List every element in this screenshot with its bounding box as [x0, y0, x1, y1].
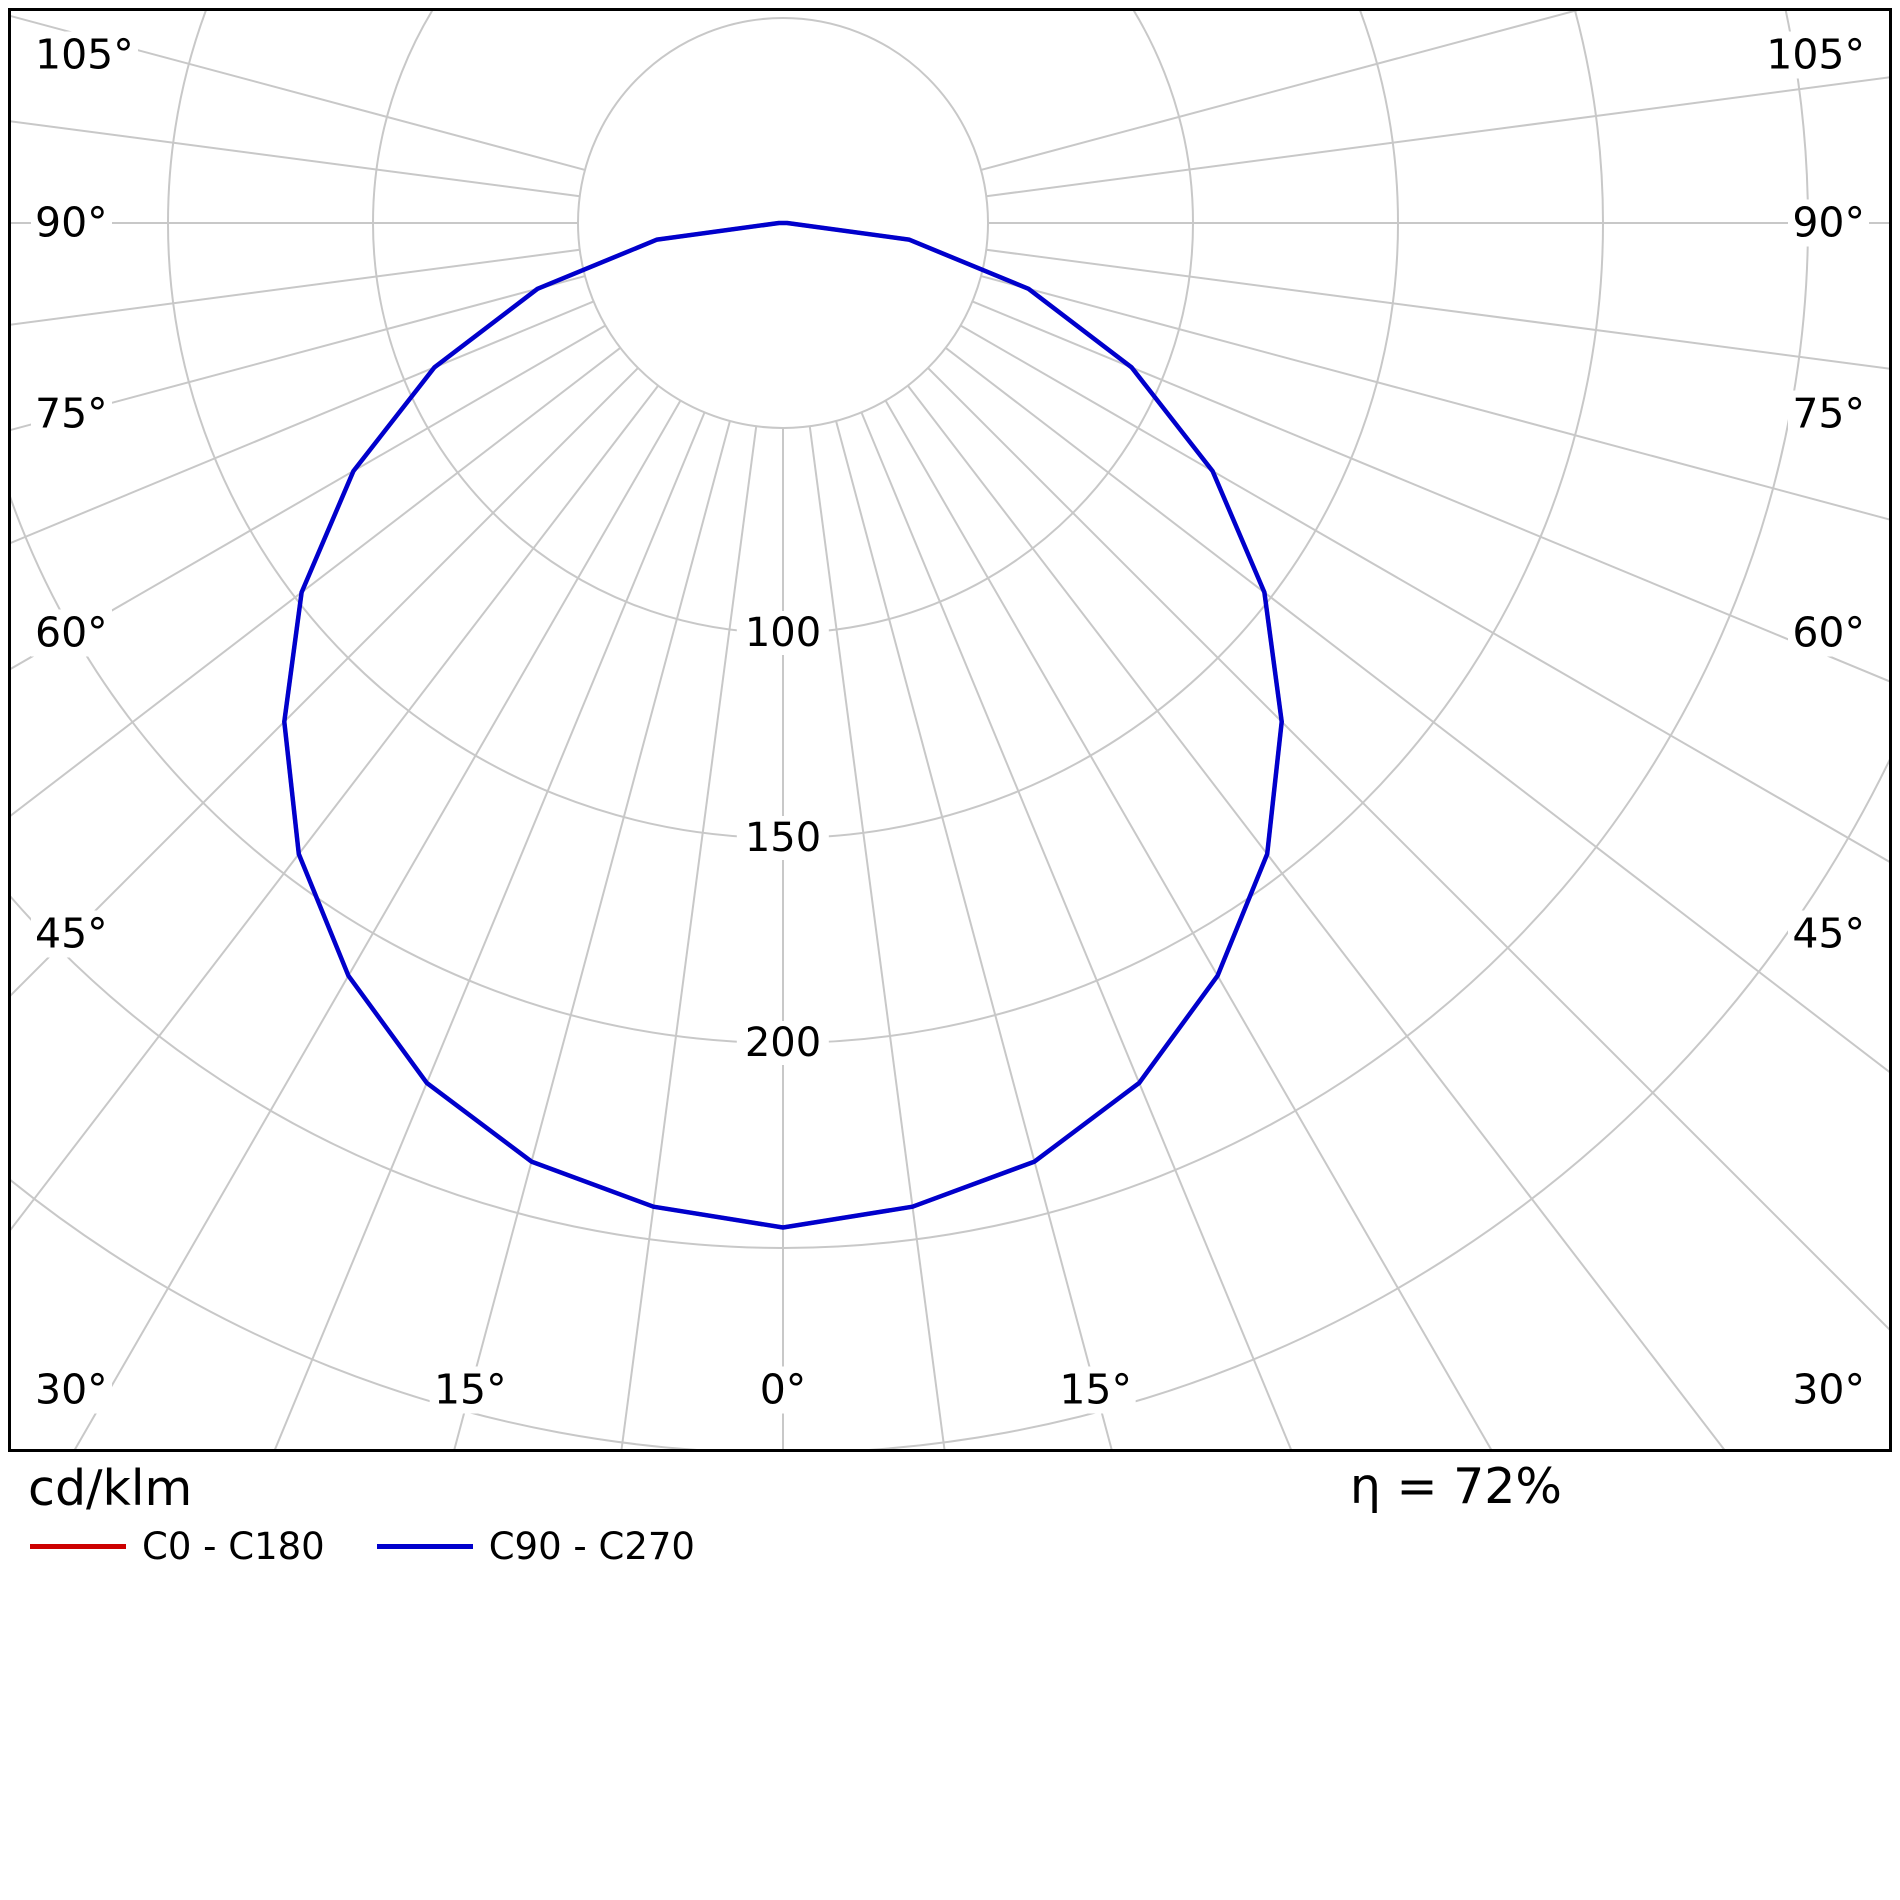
legend-label: C90 - C270 [488, 1525, 695, 1568]
grid-radial-line [945, 347, 1889, 1073]
grid-radial-line [11, 324, 606, 670]
legend-label: C0 - C180 [142, 1525, 325, 1568]
polar-grid-canvas [11, 11, 1889, 1449]
grid-radial-line [986, 248, 1889, 370]
grid-radial-line [11, 367, 639, 997]
series-curve-c90-c270 [282, 220, 1284, 1230]
grid-radial-line [11, 120, 580, 198]
legend-swatch [376, 1544, 473, 1549]
efficiency-label: η = 72% [1349, 1458, 1562, 1515]
legend: C0 - C180 C90 - C270 [30, 1528, 695, 1565]
units-label: cd/klm [28, 1460, 193, 1517]
grid-radial-line [620, 426, 758, 1449]
grid-radial-line [11, 300, 594, 544]
grid-radial-line [808, 426, 946, 1449]
grid-radial-line [884, 400, 1492, 1449]
grid-radial-line [986, 76, 1889, 198]
grid-radial-line [980, 11, 1579, 171]
grid-radial-line [11, 15, 586, 171]
legend-item: C90 - C270 [376, 1525, 695, 1568]
grid-radial-line [860, 412, 1292, 1449]
legend-swatch [30, 1544, 126, 1549]
grid-radial-line [11, 275, 586, 431]
grid-ring [11, 11, 1604, 1044]
grid-radial-line [927, 367, 1889, 1331]
grid-radial-line [74, 400, 682, 1449]
grid-radial-line [907, 385, 1726, 1449]
grid-radial-line [972, 300, 1889, 683]
grid-radial-line [835, 420, 1113, 1449]
grid-radial-line [960, 324, 1889, 863]
grid-radial-line [274, 412, 706, 1449]
grid-radial-line [11, 347, 621, 817]
grid-radial-line [11, 385, 659, 1231]
grid-ring [11, 11, 1809, 1249]
grid-radial-line [980, 275, 1889, 521]
grid-radial-line [453, 420, 731, 1449]
grid-radial-line [11, 248, 580, 326]
legend-item: C0 - C180 [30, 1528, 325, 1565]
polar-plot-frame: 100 150 200 105° 90° 75° 60° 45° 30° 15° 0° 15° 30° 4… [8, 8, 1892, 1452]
